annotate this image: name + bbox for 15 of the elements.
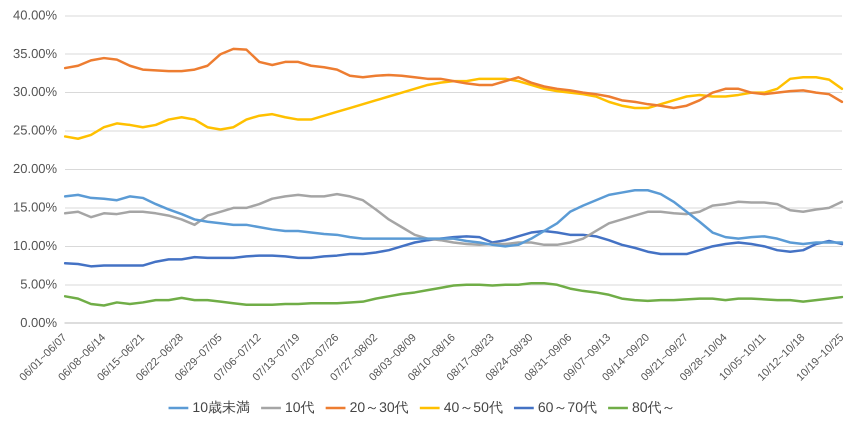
y-tick-label: 10.00% bbox=[12, 238, 58, 253]
y-tick-label: 25.00% bbox=[12, 122, 58, 138]
legend-label: 80代～ bbox=[632, 398, 676, 415]
y-tick-label: 40.00% bbox=[12, 7, 58, 22]
legend-label: 40～50代 bbox=[444, 398, 503, 415]
y-tick-label: 5.00% bbox=[20, 276, 58, 292]
legend-label: 60～70代 bbox=[538, 398, 598, 415]
y-tick-label: 20.00% bbox=[12, 161, 58, 176]
legend-label: 10歳未満 bbox=[192, 398, 250, 415]
y-tick-label: 30.00% bbox=[12, 84, 58, 100]
legend-label: 10代 bbox=[284, 398, 315, 415]
y-tick-label: 15.00% bbox=[12, 200, 58, 214]
y-tick-label: 35.00% bbox=[12, 46, 58, 61]
y-tick-label: 0.00% bbox=[20, 314, 58, 330]
legend-label: 20～30代 bbox=[350, 398, 409, 415]
